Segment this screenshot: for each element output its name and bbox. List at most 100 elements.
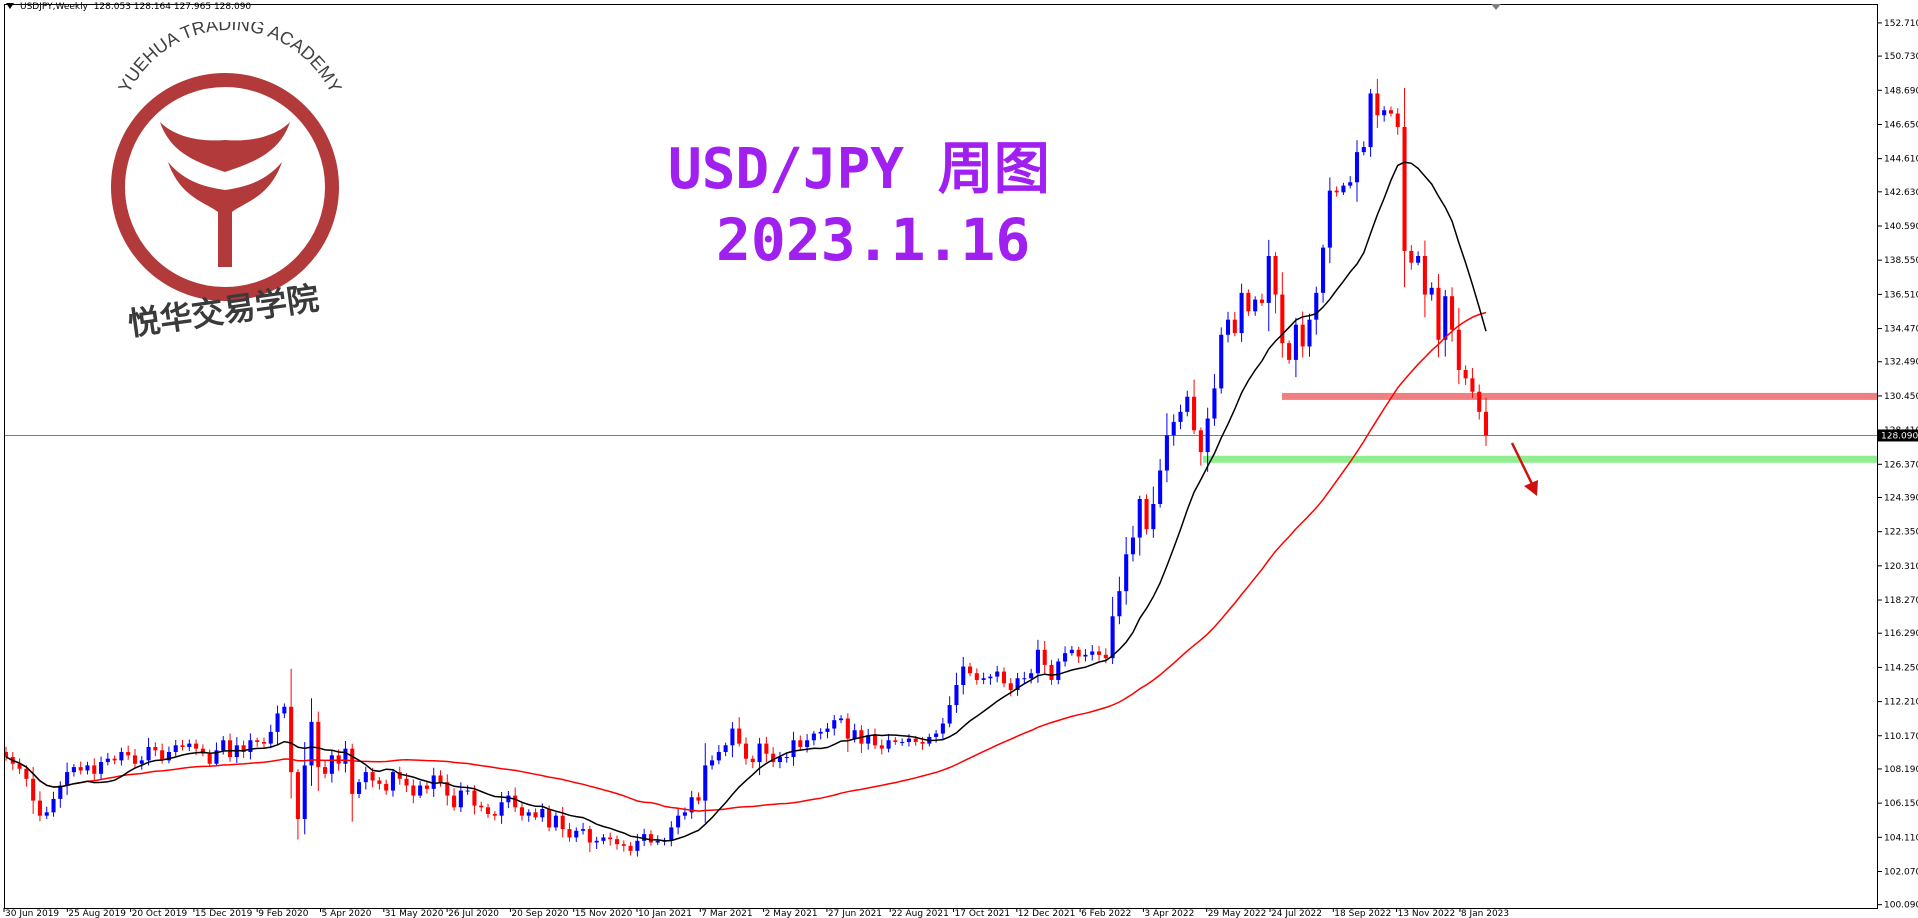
- y-tick-label: 102.070: [1884, 867, 1918, 877]
- candle: [1361, 141, 1366, 156]
- candle: [302, 742, 307, 835]
- x-tick-label: 2 May 2021: [765, 909, 818, 918]
- candle: [981, 672, 986, 685]
- x-tick-label: 3 Apr 2022: [1144, 909, 1194, 918]
- ohlc-readout: 128.053 128.164 127.965 128.090: [93, 2, 252, 12]
- candle: [716, 745, 721, 765]
- candle: [1205, 407, 1210, 472]
- x-tick-label: 24 Jul 2022: [1271, 909, 1322, 918]
- y-tick-label: 100.090: [1884, 901, 1918, 911]
- y-tick-label: 138.550: [1884, 256, 1918, 266]
- candle: [228, 733, 233, 762]
- candle: [866, 728, 871, 750]
- markers: 128.090: [1510, 429, 1918, 496]
- x-tick-label: 15 Dec 2019: [195, 909, 253, 918]
- candle: [642, 828, 647, 847]
- candle: [995, 665, 1000, 683]
- x-tick-label: 7 Mar 2021: [701, 909, 752, 918]
- candle: [85, 761, 90, 775]
- candle: [1348, 176, 1353, 189]
- candle: [839, 715, 844, 724]
- candle: [472, 785, 477, 815]
- candle: [872, 728, 878, 750]
- candle: [886, 733, 891, 753]
- y-tick-label: 140.590: [1884, 222, 1918, 232]
- candle: [961, 656, 966, 695]
- candle: [1463, 365, 1468, 385]
- candle: [1477, 384, 1482, 420]
- candle: [560, 806, 565, 838]
- candle: [1354, 140, 1360, 202]
- candle: [988, 673, 993, 685]
- candle: [384, 779, 389, 795]
- candle: [1334, 186, 1339, 197]
- candle: [1443, 289, 1448, 357]
- candle: [1151, 486, 1156, 538]
- candle: [1056, 658, 1061, 685]
- candle: [1130, 525, 1136, 562]
- candle: [1314, 286, 1319, 335]
- candle: [784, 753, 789, 763]
- candle: [1388, 106, 1393, 117]
- candle: [974, 668, 979, 685]
- candle: [1232, 311, 1237, 337]
- candle: [777, 751, 782, 769]
- candle: [65, 762, 70, 795]
- x-tick-label: 26 Jul 2020: [448, 909, 499, 918]
- x-tick-label: 9 Feb 2020: [258, 909, 309, 918]
- candle: [533, 808, 538, 820]
- candle: [594, 836, 599, 849]
- candle: [363, 766, 368, 790]
- candle: [241, 740, 246, 758]
- candle: [119, 747, 124, 766]
- x-tick-label: 8 Jan 2023: [1461, 909, 1509, 918]
- candle: [295, 769, 300, 840]
- candle: [44, 806, 49, 819]
- candle: [968, 662, 973, 677]
- y-tick-label: 116.290: [1884, 629, 1918, 639]
- candle: [587, 825, 592, 853]
- candle: [492, 811, 497, 821]
- y-tick-label: 136.510: [1884, 290, 1918, 300]
- collapse-triangle-icon[interactable]: [6, 3, 14, 9]
- candle: [506, 790, 511, 809]
- candle: [248, 733, 253, 760]
- x-tick-label: 30 Jun 2019: [5, 909, 59, 918]
- candle: [282, 703, 287, 719]
- candle: [78, 761, 83, 775]
- candle: [553, 812, 558, 831]
- candle: [132, 749, 138, 768]
- candle: [811, 730, 816, 746]
- candle: [608, 832, 613, 846]
- candle: [1076, 646, 1081, 663]
- candle: [1293, 317, 1298, 378]
- candle: [519, 802, 524, 821]
- candle: [173, 740, 178, 757]
- candle: [418, 781, 423, 799]
- y-tick-label: 126.370: [1884, 460, 1918, 470]
- candle: [1042, 640, 1047, 674]
- support-zone: [1203, 455, 1877, 463]
- candle: [676, 808, 681, 835]
- x-tick-label: 25 Aug 2019: [68, 909, 126, 918]
- candle: [1015, 672, 1020, 696]
- candle: [791, 731, 796, 766]
- candle: [1422, 240, 1427, 318]
- y-tick-label: 104.110: [1884, 833, 1918, 843]
- y-tick-label: 118.270: [1884, 596, 1918, 606]
- candle: [105, 752, 110, 766]
- candle: [669, 821, 674, 847]
- candle: [1192, 379, 1197, 434]
- x-tick-label: 27 Jun 2021: [828, 909, 882, 918]
- candle: [1483, 397, 1489, 446]
- candle: [323, 760, 328, 779]
- candle: [730, 722, 735, 758]
- candle: [268, 724, 273, 749]
- arrow-head-icon: [1524, 480, 1538, 496]
- candle: [1225, 311, 1231, 343]
- x-tick-label: 29 May 2022: [1208, 909, 1267, 918]
- candle: [438, 770, 443, 787]
- y-tick-label: 148.690: [1884, 86, 1918, 96]
- candle: [689, 790, 694, 819]
